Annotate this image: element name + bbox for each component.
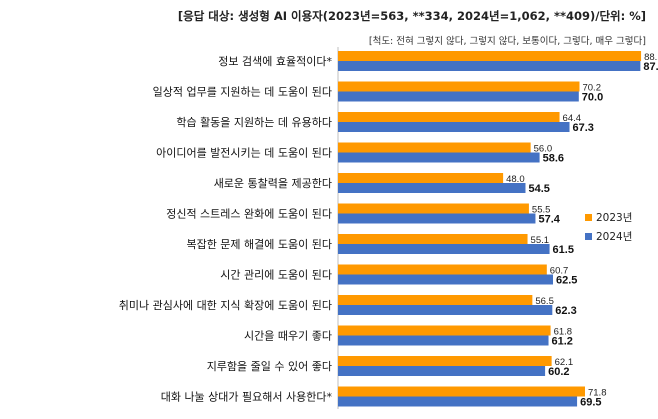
bar-2023 — [338, 112, 560, 122]
scale-note: [척도: 전혀 그렇지 않다, 그렇지 않다, 보통이다, 그렇다, 매우 그렇… — [368, 36, 646, 47]
bar-2024 — [338, 366, 546, 376]
category-label: 학습 활동을 지원하는 데 유용하다 — [176, 115, 332, 129]
category-label: 취미나 관심사에 대한 지식 확장에 도움이 된다 — [119, 299, 332, 312]
bar-2024 — [338, 396, 578, 407]
legend-label: 2024년 — [596, 231, 632, 243]
bar-2023 — [338, 356, 552, 366]
data-label-2023: 64.4 — [563, 113, 582, 124]
bar-2023 — [338, 234, 528, 244]
category-label: 아이디어를 발전시키는 데 도움이 된다 — [156, 147, 332, 160]
data-label-2024: 57.4 — [538, 214, 560, 226]
data-label-2024: 61.2 — [552, 336, 573, 348]
bar-2024 — [338, 244, 550, 254]
bar-2023 — [338, 142, 531, 153]
data-label-2023: 56.5 — [535, 296, 554, 307]
data-label-2023: 62.1 — [555, 357, 574, 368]
category-label: 시간을 때우기 좋다 — [244, 330, 332, 343]
bar-2024 — [338, 183, 526, 193]
data-label-2024: 87.9 — [643, 61, 658, 73]
bar-2023 — [338, 51, 642, 61]
data-label-2024: 54.5 — [528, 183, 549, 195]
bar-2024 — [338, 305, 553, 315]
bar-2024 — [338, 335, 549, 346]
category-label: 시간 관리에 도움이 된다 — [220, 269, 332, 282]
data-label-2023: 56.0 — [534, 144, 553, 155]
bar-2023 — [338, 325, 551, 336]
bar-2024 — [338, 61, 641, 71]
bar-2024 — [338, 122, 570, 132]
chart-header: [응답 대상: 생성형 AI 이용자(2023년=563, **334, 202… — [178, 8, 646, 47]
data-label-2023: 61.8 — [554, 327, 573, 338]
legend-swatch — [585, 233, 592, 240]
data-label-2024: 58.6 — [543, 153, 564, 165]
bar-2024 — [338, 213, 536, 224]
data-label-2023: 60.7 — [550, 266, 569, 277]
data-label-2023: 70.2 — [582, 83, 601, 94]
data-label-2024: 67.3 — [573, 122, 594, 134]
data-label-2023: 88.1 — [644, 52, 658, 63]
data-label-2024: 62.5 — [556, 275, 577, 287]
data-label-2023: 55.1 — [531, 235, 550, 246]
category-label: 지루함을 줄일 수 있어 좋다 — [207, 359, 332, 373]
data-label-2024: 70.0 — [582, 92, 603, 104]
category-label: 일상적 업무를 지원하는 데 도움이 된다 — [153, 85, 332, 99]
bar-2023 — [338, 203, 529, 214]
data-label-2024: 69.5 — [580, 397, 601, 409]
bar-2023 — [338, 386, 585, 397]
bar-2023 — [338, 81, 580, 92]
chart-subtitle: [응답 대상: 생성형 AI 이용자(2023년=563, **334, 202… — [177, 9, 646, 23]
bar-2023 — [338, 173, 504, 183]
data-label-2023: 55.5 — [532, 205, 551, 216]
category-label: 복잡한 문제 해결에 도움이 된다 — [186, 237, 332, 251]
category-label: 새로운 통찰력을 제공한다 — [214, 177, 332, 190]
category-label: 대화 나눌 상대가 필요해서 사용한다* — [161, 390, 333, 404]
bar-2024 — [338, 274, 553, 285]
bar-2024 — [338, 152, 540, 163]
bar-2023 — [338, 264, 547, 275]
category-label: 정신적 스트레스 완화에 도움이 된다 — [166, 208, 332, 221]
data-label-2023: 71.8 — [588, 388, 607, 399]
legend-swatch — [585, 214, 592, 221]
bar-2024 — [338, 91, 579, 102]
legend-label: 2023년 — [596, 212, 632, 224]
category-label: 정보 검색에 효율적이다* — [218, 55, 332, 68]
data-label-2024: 62.3 — [555, 305, 576, 317]
bar-2023 — [338, 295, 533, 305]
data-label-2024: 60.2 — [548, 366, 569, 378]
data-label-2024: 61.5 — [553, 244, 574, 256]
data-label-2023: 48.0 — [506, 174, 525, 185]
